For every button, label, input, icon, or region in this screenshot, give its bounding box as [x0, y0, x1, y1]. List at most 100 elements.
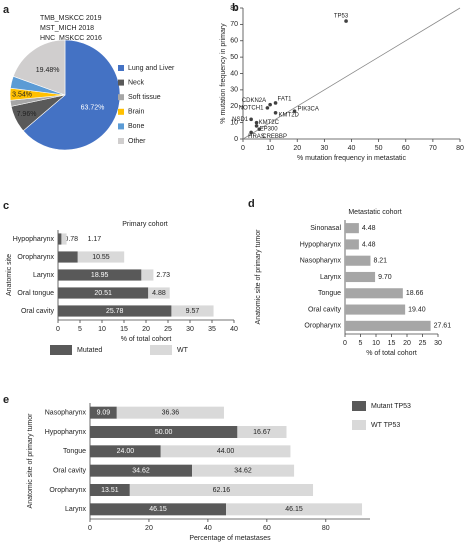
x-tick-label: 0: [56, 326, 60, 333]
legend-swatch: [118, 65, 124, 71]
value-label: 20.51: [94, 290, 112, 297]
y-tick-label: Nasopharynx: [45, 410, 87, 417]
y-tick-label: Larynx: [65, 506, 87, 513]
value-label: 4.48: [362, 241, 376, 248]
y-tick-label: 20: [230, 103, 238, 110]
chart-title: MST_MICH 2018: [40, 25, 94, 32]
point: [268, 102, 272, 107]
value-label: 24.00: [117, 448, 135, 455]
x-tick-label: 15: [388, 340, 396, 347]
bar-segment: [77, 251, 125, 263]
y-tick-label: 30: [230, 87, 238, 94]
bar: [345, 239, 359, 250]
legend-swatch: [352, 420, 366, 430]
x-tick-label: 25: [164, 326, 172, 333]
y-tick-label: Tongue: [318, 290, 341, 297]
value-label: 44.00: [217, 448, 235, 455]
diagonal: [242, 7, 461, 140]
x-tick-label: 40: [348, 145, 356, 152]
x-tick-label: 80: [456, 145, 464, 152]
bar: [345, 255, 371, 266]
bar-segment: [90, 484, 130, 496]
bar: [345, 223, 359, 234]
x-tick-label: 60: [263, 525, 271, 532]
y-axis-label: Anatomic site of primary tumor: [255, 229, 262, 325]
x-tick-label: 0: [343, 340, 347, 347]
bar-segment: [58, 251, 78, 263]
value-label: 27.61: [434, 323, 452, 330]
value-label: 46.15: [149, 506, 167, 513]
chart-title: Primary cohort: [122, 221, 168, 228]
y-tick-label: Hypopharynx: [300, 241, 342, 248]
value-label: 1.17: [88, 236, 102, 243]
value-label: 2.73: [156, 272, 170, 279]
point: [254, 120, 259, 125]
panel-letter: c: [3, 200, 9, 212]
legend-label: Mutated: [77, 347, 102, 354]
point-label: CDKN2A: [242, 98, 266, 104]
bar-segment: [160, 445, 291, 458]
bar: [345, 271, 376, 283]
x-axis-label: Percentage of metastases: [189, 535, 271, 542]
legend-label: Other: [128, 138, 146, 145]
y-tick-label: 70: [230, 21, 238, 28]
y-tick-label: 50: [230, 54, 238, 61]
x-axis-label: % of total cohort: [121, 336, 172, 343]
y-tick-label: 60: [230, 38, 238, 45]
y-tick-label: Hypopharynx: [13, 236, 55, 243]
panel-letter: b: [232, 2, 239, 14]
y-tick-label: Oral cavity: [21, 308, 55, 315]
point-label: NOTCH1: [239, 105, 264, 111]
value-label: 16.67: [253, 429, 271, 436]
bar-segment: [90, 464, 193, 477]
panel-letter: d: [248, 198, 255, 210]
point: [292, 109, 297, 113]
legend-swatch: [118, 123, 124, 130]
legend-swatch: [118, 138, 124, 144]
bar-segment: [90, 503, 227, 516]
x-tick-label: 35: [208, 326, 216, 333]
bar: [345, 288, 403, 299]
y-tick-label: Nasopharynx: [300, 258, 342, 265]
bar-segment: [90, 445, 161, 458]
value-label: 4.88: [152, 290, 166, 297]
y-tick-label: Oropharynx: [49, 487, 86, 494]
value-label: 8.21: [373, 258, 387, 265]
x-tick-label: 40: [230, 326, 238, 333]
point-label: CREBBP: [262, 134, 287, 140]
pie-slice: [12, 39, 66, 96]
y-tick-label: Oral cavity: [308, 306, 342, 313]
x-tick-label: 60: [402, 145, 410, 152]
legend-label: Neck: [128, 79, 144, 86]
chart-title: HNC_MSKCC 2016: [40, 35, 102, 42]
point: [249, 130, 253, 135]
bar-segment: [148, 287, 170, 299]
legend-swatch: [118, 94, 124, 101]
value-label: 4.48: [362, 225, 376, 232]
y-tick-label: 0: [234, 136, 238, 143]
value-label: 34.62: [132, 468, 150, 475]
x-axis-label: % mutation frequency in metastatic: [297, 155, 406, 162]
x-axis-label: % of total cohort: [366, 350, 417, 357]
value-label: 9.57: [186, 308, 200, 315]
bar-segment: [129, 484, 314, 496]
bar-segment: [90, 426, 238, 438]
chart-title: TMB_MSKCC 2019: [40, 15, 102, 22]
legend-swatch: [118, 79, 124, 86]
value-label: 18.95: [91, 272, 109, 279]
value-label: 62.16: [213, 487, 231, 494]
value-label: 10.55: [92, 254, 110, 261]
bar: [345, 320, 431, 331]
slice-label: 7.96%: [17, 111, 37, 118]
panel-letter: a: [3, 4, 10, 16]
y-tick-label: Oral cavity: [53, 468, 87, 475]
legend-label: WT: [177, 347, 189, 354]
legend-label: Mutant TP53: [371, 403, 411, 410]
x-tick-label: 10: [98, 326, 106, 333]
legend-label: Brain: [128, 109, 144, 116]
bar-segment: [58, 305, 172, 317]
point-label: FAT1: [278, 97, 293, 103]
x-tick-label: 40: [204, 525, 212, 532]
point: [249, 117, 253, 122]
